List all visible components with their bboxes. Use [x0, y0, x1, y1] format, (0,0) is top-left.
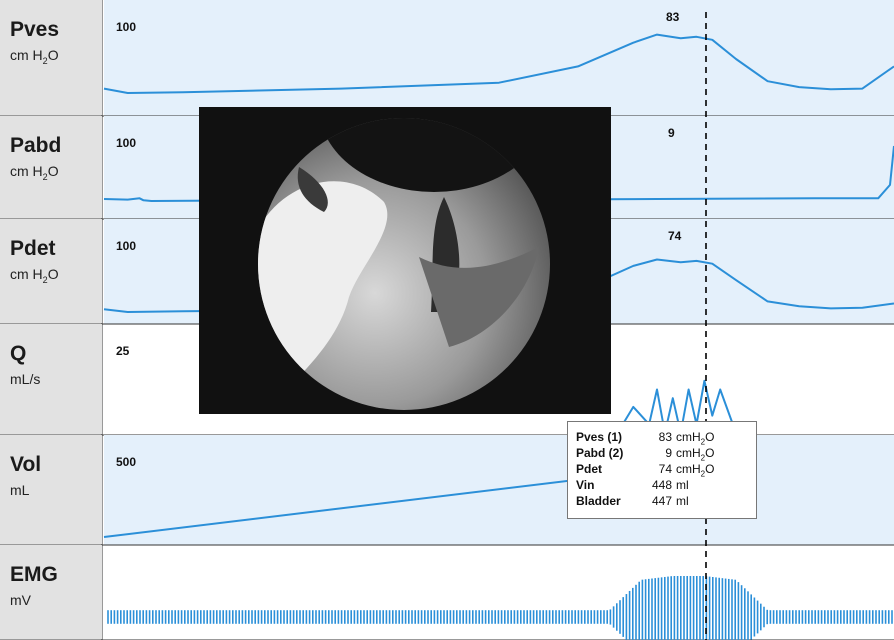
info-value: 448: [651, 478, 672, 492]
info-row: Bladder 447 ml: [576, 494, 752, 510]
info-unit: ml: [676, 478, 689, 492]
info-key: Bladder: [576, 494, 621, 508]
tissue-shadow: [419, 247, 539, 347]
info-key: Pabd (2): [576, 446, 624, 460]
emg-trace: [107, 576, 893, 640]
channel-unit: mL/s: [10, 371, 41, 387]
channel-name: EMG: [10, 563, 58, 586]
info-value: 74: [658, 462, 672, 476]
channel-label-pves: Pves cm H2O: [0, 0, 102, 115]
channel-name: Pves: [10, 18, 60, 41]
channel-name: Pabd: [10, 134, 62, 157]
fluoroscopy-view: [258, 118, 550, 410]
scale-label: 500: [116, 455, 137, 469]
channel-label-emg: EMG mV: [0, 545, 102, 639]
channel-label-pdet: Pdet cm H2O: [0, 219, 102, 323]
info-unit: ml: [676, 494, 689, 508]
channel-name: Q: [10, 342, 27, 365]
channel-label-pabd: Pabd cm H2O: [0, 116, 102, 218]
channel-name: Vol: [10, 453, 42, 476]
info-row: Pabd (2) 9 cmH2O: [576, 446, 752, 462]
info-value: 83: [658, 430, 672, 444]
info-value: 447: [651, 494, 672, 508]
info-unit: cmH2O: [676, 462, 715, 479]
channel-unit: mV: [10, 592, 31, 608]
trace-pves: [103, 33, 894, 94]
channel-unit: cm H2O: [10, 163, 59, 182]
pressure-info-box: Pves (1) 83 cmH2O Pabd (2) 9 cmH2O Pdet 74 cmH2O…: [567, 421, 757, 519]
info-unit: cmH2O: [676, 430, 715, 447]
channel-unit: mL: [10, 482, 30, 498]
scale-label: 100: [116, 136, 137, 150]
bone-shadow: [297, 167, 328, 212]
info-key: Pdet: [576, 462, 603, 476]
rectal-shadow: [319, 118, 549, 192]
channel-unit: cm H2O: [10, 47, 59, 66]
info-row: Vin 448 ml: [576, 478, 752, 494]
info-key: Vin: [576, 478, 595, 492]
info-unit: cmH2O: [676, 446, 715, 463]
scale-label: 25: [116, 344, 130, 358]
info-row: Pdet 74 cmH2O: [576, 462, 752, 478]
info-key: Pves (1): [576, 430, 623, 444]
channel-name: Pdet: [10, 237, 56, 260]
fluoroscopy-image: Pves (1) 83 cmH2O Pabd (2) 9 cmH2O Pdet 74 cmH2O…: [199, 107, 757, 519]
channel-unit: cm H2O: [10, 266, 59, 285]
channel-label-vol: Vol mL: [0, 435, 102, 544]
cursor-readout: 74: [668, 229, 682, 243]
channel-band-pves: [104, 0, 894, 116]
cursor-readout: 83: [666, 10, 680, 24]
scale-label: 100: [116, 20, 137, 34]
cursor-readout: 9: [668, 126, 675, 140]
info-row: Pves (1) 83 cmH2O: [576, 430, 752, 446]
info-value: 9: [665, 446, 672, 460]
scale-label: 100: [116, 239, 137, 253]
